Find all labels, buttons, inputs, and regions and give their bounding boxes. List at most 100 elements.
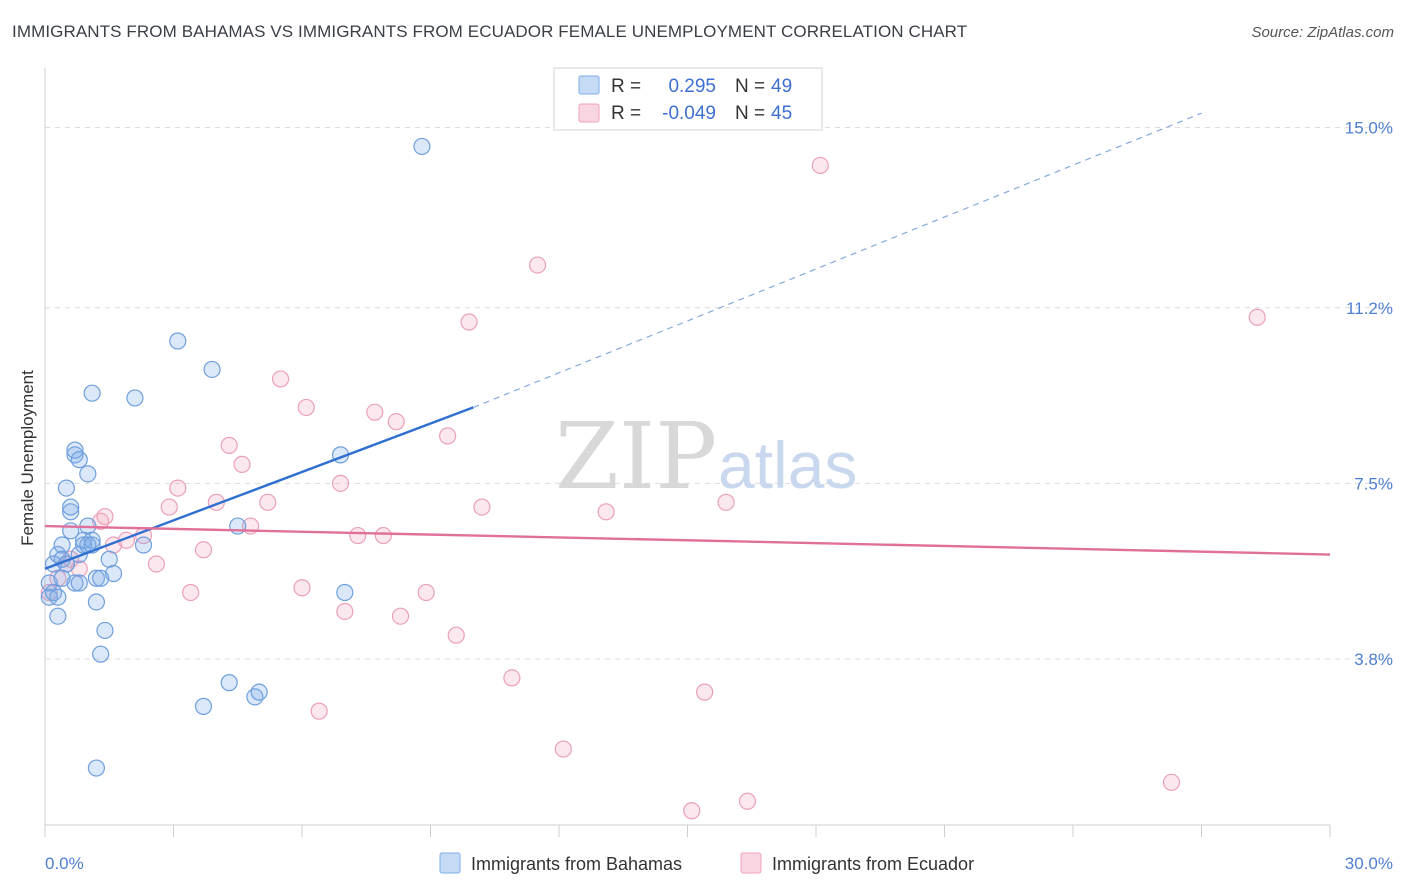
- chart-title: IMMIGRANTS FROM BAHAMAS VS IMMIGRANTS FR…: [12, 22, 968, 41]
- bahamas-point-47: [413, 137, 431, 156]
- ecuador-point-33: [447, 626, 465, 644]
- bottom-legend-swatch-ecuador: [740, 852, 762, 874]
- y-tick-label-1: 11.2%: [1346, 299, 1393, 318]
- ecuador-point-38: [554, 740, 572, 758]
- x-tick-label-1: 30.0%: [1345, 854, 1393, 873]
- bahamas-point-44: [250, 683, 268, 701]
- y-tick-label-0: 15.0%: [1345, 118, 1393, 137]
- ecuador-point-0: [40, 583, 58, 602]
- y-axis-label: Female Unemployment: [18, 370, 37, 546]
- legend-n-value-ecuador: 45: [771, 103, 792, 124]
- ecuador-point-11: [160, 498, 178, 516]
- bahamas-point-40: [203, 360, 221, 379]
- bahamas-point-32: [100, 550, 118, 568]
- bahamas-point-5: [49, 607, 67, 625]
- bahamas-point-31: [96, 621, 114, 640]
- bahamas-point-42: [229, 517, 247, 535]
- ecuador-point-34: [460, 313, 478, 331]
- bahamas-point-30: [92, 645, 110, 663]
- ecuador-point-29: [387, 413, 405, 431]
- ecuador-point-24: [331, 474, 350, 492]
- bahamas-point-24: [83, 384, 101, 402]
- bahamas-point-39: [194, 697, 213, 715]
- watermark-atlas: atlas: [718, 428, 857, 502]
- ecuador-point-43: [738, 792, 757, 810]
- bahamas-point-36: [126, 389, 144, 407]
- ecuador-point-27: [366, 403, 384, 421]
- trend-lines: [44, 112, 1331, 570]
- bahamas-point-9: [57, 479, 76, 497]
- ecuador-point-45: [1162, 773, 1181, 791]
- ecuador-point-44: [811, 156, 829, 175]
- ecuador-point-39: [597, 503, 615, 521]
- ecuador-point-46: [1248, 308, 1266, 326]
- bahamas-point-13: [62, 498, 80, 516]
- trend-line-bahamas-extension: [473, 112, 1202, 408]
- legend-r-value-bahamas: 0.295: [668, 76, 716, 97]
- bahamas-point-11: [62, 503, 80, 521]
- bottom-legend-swatch-bahamas: [439, 852, 461, 874]
- ecuador-point-31: [417, 583, 435, 602]
- legend-r-label-bahamas: R =: [611, 76, 641, 97]
- ecuador-point-36: [503, 669, 521, 687]
- ecuador-point-28: [374, 526, 392, 545]
- ecuador-point-14: [194, 541, 213, 559]
- bahamas-point-28: [87, 593, 106, 611]
- legend-n-value-bahamas: 49: [771, 76, 792, 97]
- x-tick-labels: 0.0% 30.0%: [45, 854, 1393, 873]
- bottom-legend: Immigrants from Bahamas Immigrants from …: [439, 852, 974, 874]
- bahamas-point-17: [70, 574, 88, 592]
- ecuador-point-41: [696, 683, 714, 701]
- ecuador-point-21: [293, 579, 311, 597]
- trend-line-bahamas: [44, 406, 474, 570]
- bahamas-point-34: [87, 759, 106, 777]
- ecuador-point-40: [683, 802, 701, 820]
- ecuador-point-23: [310, 702, 328, 720]
- ecuador-point-16: [220, 436, 238, 454]
- bahamas-point-15: [66, 441, 84, 459]
- bahamas-point-37: [134, 536, 153, 554]
- legend-swatch-bahamas: [578, 75, 600, 95]
- bottom-legend-label-bahamas: Immigrants from Bahamas: [471, 854, 682, 874]
- ecuador-point-6: [96, 507, 114, 526]
- bottom-legend-label-ecuador: Immigrants from Ecuador: [772, 854, 974, 874]
- bahamas-point-48: [49, 588, 67, 606]
- legend-r-value-ecuador: -0.049: [662, 103, 716, 124]
- bahamas-point-16: [66, 574, 84, 592]
- bahamas-point-22: [79, 465, 97, 483]
- axes: [44, 68, 1331, 837]
- ecuador-point-12: [169, 479, 187, 497]
- watermark-zip: ZIP: [555, 403, 717, 510]
- ecuador-point-10: [147, 555, 165, 573]
- legend: R = 0.295 N = 49 R = -0.049 N = 45: [553, 67, 823, 131]
- ecuador-point-32: [439, 427, 457, 445]
- ecuador-point-22: [297, 398, 315, 417]
- ecuador-point-35: [473, 498, 491, 516]
- bahamas-point-33: [104, 564, 123, 583]
- legend-n-label-ecuador: N =: [735, 103, 765, 124]
- ecuador-point-37: [528, 256, 547, 274]
- series-bahamas-points: [40, 137, 431, 777]
- bahamas-point-19: [70, 451, 88, 469]
- legend-swatch-ecuador: [578, 103, 600, 123]
- bahamas-point-46: [336, 583, 354, 602]
- bahamas-point-38: [169, 332, 187, 350]
- ecuador-point-25: [336, 602, 354, 621]
- bahamas-point-29: [92, 569, 110, 587]
- legend-n-label-bahamas: N =: [735, 76, 765, 97]
- bahamas-point-7: [53, 536, 71, 554]
- legend-r-label-ecuador: R =: [611, 103, 641, 124]
- y-tick-labels: 15.0% 11.2% 7.5% 3.8%: [1345, 118, 1393, 668]
- y-tick-label-2: 7.5%: [1354, 474, 1393, 493]
- bahamas-point-41: [220, 674, 238, 692]
- ecuador-point-13: [182, 583, 200, 602]
- ecuador-point-26: [349, 526, 367, 545]
- watermark: ZIP atlas: [555, 403, 857, 510]
- trend-line-ecuador: [44, 524, 1331, 556]
- ecuador-point-17: [233, 455, 251, 473]
- bahamas-point-1: [40, 574, 58, 592]
- grid: [45, 126, 1395, 660]
- bahamas-point-27: [87, 569, 106, 587]
- chart-source: Source: ZipAtlas.com: [1251, 24, 1394, 41]
